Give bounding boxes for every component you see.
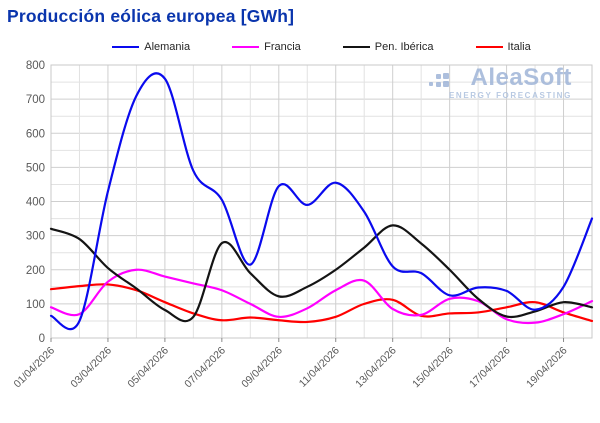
x-axis-tick-label: 03/04/2026	[68, 345, 114, 391]
legend-label: Pen. Ibérica	[374, 41, 434, 53]
x-axis-tick-label: 19/04/2026	[524, 345, 570, 391]
y-axis-tick-label: 400	[26, 197, 45, 209]
x-axis-tick-label: 07/04/2026	[182, 345, 228, 391]
legend-item-alemania: Alemania	[112, 41, 190, 53]
legend-label: Italia	[507, 41, 531, 53]
y-axis-tick-label: 200	[26, 265, 45, 277]
series-line-francia	[49, 268, 594, 325]
legend-item-francia: Francia	[232, 41, 301, 53]
legend-label: Alemania	[144, 41, 191, 53]
y-axis-tick-label: 600	[26, 128, 45, 140]
y-axis-tick-label: 800	[26, 60, 45, 72]
y-axis-tick-label: 0	[39, 333, 45, 345]
x-axis-tick-label: 15/04/2026	[410, 345, 456, 391]
y-axis-tick-label: 500	[26, 162, 45, 174]
y-axis-tick-label: 300	[26, 231, 45, 243]
x-axis-tick-label: 01/04/2026	[11, 345, 57, 391]
legend-swatch	[112, 45, 140, 49]
series-line-pen-ib-rica	[49, 224, 594, 323]
y-axis-tick-label: 100	[26, 299, 45, 311]
legend-item-italia: Italia	[475, 41, 531, 53]
y-axis-tick-label: 700	[26, 94, 45, 106]
series-line-alemania	[49, 72, 594, 331]
x-axis-tick-label: 17/04/2026	[467, 345, 513, 391]
x-axis-tick-label: 05/04/2026	[125, 345, 171, 391]
x-axis-tick-label: 09/04/2026	[239, 345, 285, 391]
legend-swatch	[475, 45, 503, 49]
x-axis-tick-label: 11/04/2026	[297, 345, 342, 390]
legend-label: Francia	[264, 41, 301, 53]
legend-swatch	[342, 45, 370, 49]
plot-border	[50, 64, 593, 339]
legend-item-pen-ib-rica: Pen. Ibérica	[342, 41, 434, 53]
x-axis-tick-label: 13/04/2026	[353, 345, 399, 391]
legend-swatch	[232, 45, 260, 49]
chart-legend: Alemania Francia Pen. Ibérica Italia	[51, 41, 592, 53]
chart-title: Producción eólica europea [GWh]	[7, 6, 295, 26]
